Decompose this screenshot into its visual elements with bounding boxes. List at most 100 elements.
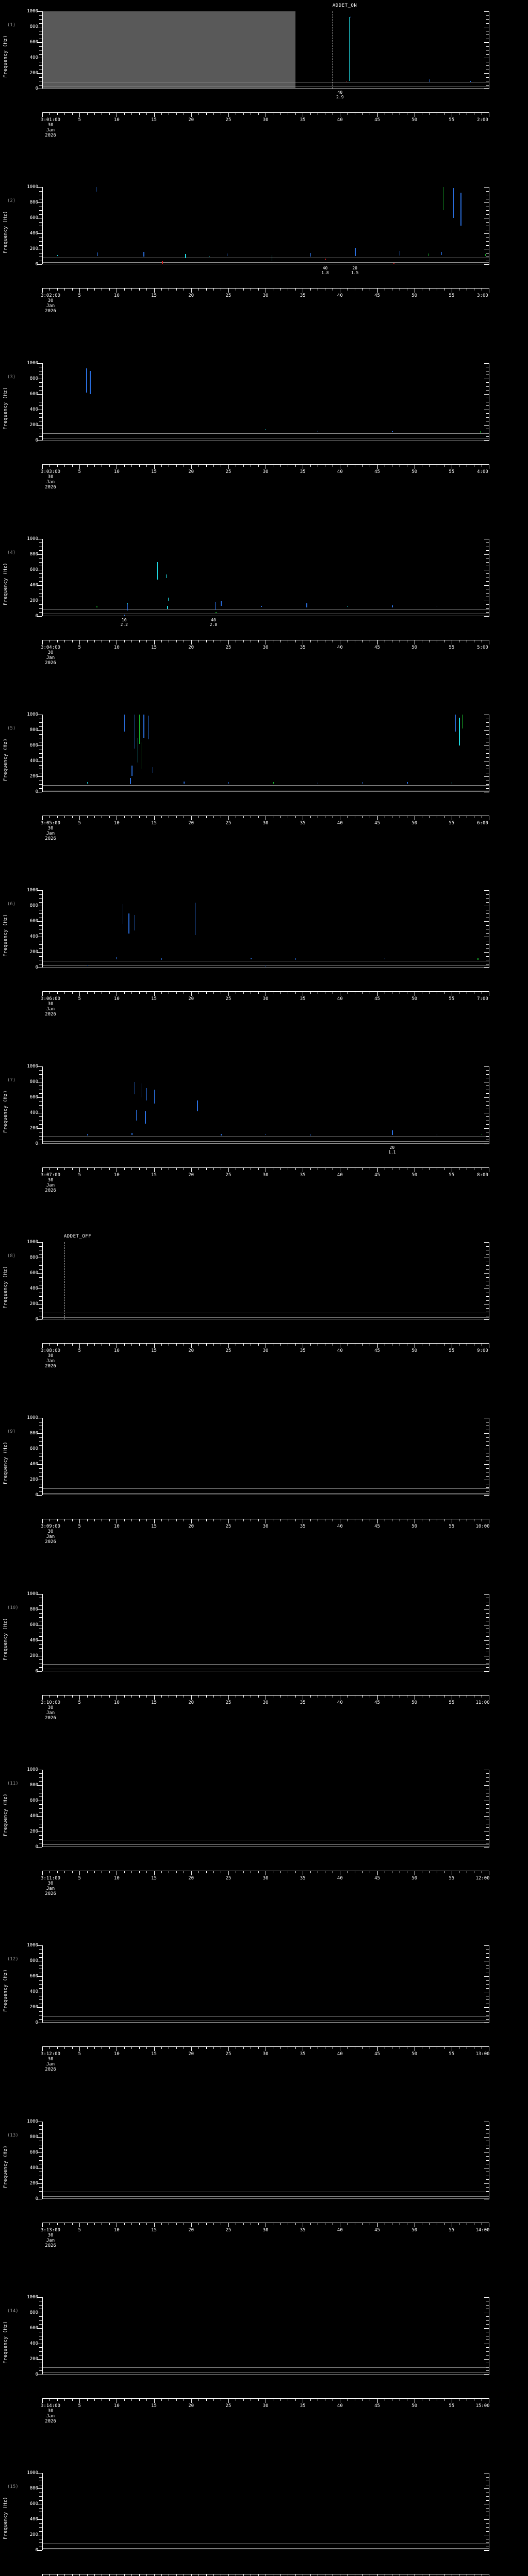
y-tick-right (484, 394, 489, 395)
x-tick (258, 816, 259, 819)
y-tick-right (486, 2019, 489, 2020)
data-trace (131, 1132, 133, 1136)
x-tick (243, 112, 244, 115)
x-tick (243, 288, 244, 291)
value-annotation: 20 1.5 (351, 266, 359, 276)
y-tick-right (486, 2531, 489, 2532)
x-tick-label: 20 (188, 2227, 194, 2233)
y-tick-right (484, 1433, 489, 1434)
x-tick (64, 1870, 65, 1873)
y-tick-right (486, 2129, 489, 2130)
x-tick (206, 2046, 207, 2049)
y-tick (39, 2527, 42, 2528)
y-tick (37, 2007, 42, 2008)
y-tick (39, 2500, 42, 2501)
x-tick-label: 15 (151, 1524, 157, 1530)
x-tick (243, 1870, 244, 1873)
y-tick (39, 1659, 42, 1660)
x-tick-label: 15 (151, 293, 157, 299)
y-tick-right (486, 210, 489, 211)
y-tick (39, 2125, 42, 2126)
x-tick (213, 1870, 214, 1873)
x-tick (146, 112, 147, 115)
x-tick-label-start: 3:14:00 (41, 2403, 60, 2409)
x-tick (295, 2398, 296, 2401)
data-trace (310, 1134, 311, 1136)
x-tick (131, 2574, 133, 2576)
x-tick (176, 112, 177, 115)
y-tick-right (486, 581, 489, 582)
x-tick-label-start: 3:02:00 (41, 293, 60, 299)
x-tick (295, 639, 296, 642)
y-tick (39, 1476, 42, 1477)
x-tick-label: 30 (262, 1172, 269, 1178)
x-tick (94, 464, 95, 467)
x-tick (310, 112, 311, 115)
y-axis-line (42, 538, 43, 616)
x-tick (139, 288, 140, 291)
y-axis-title: Frequency (Hz) (3, 914, 8, 957)
y-tick-right (486, 956, 489, 957)
x-tick (131, 112, 133, 115)
x-tick (109, 2574, 110, 2576)
x-tick (139, 1694, 140, 1698)
y-tick (39, 913, 42, 914)
y-tick-label: 800 (29, 1958, 38, 1964)
x-tick (377, 1870, 378, 1875)
y-tick-right (484, 1273, 489, 1274)
y-tick-right (486, 925, 489, 926)
x-tick-label: 25 (225, 1524, 232, 1530)
y-tick-right (486, 2187, 489, 2188)
x-tick-label-start: 3:07:00 (41, 1172, 60, 1178)
x-tick (310, 1694, 311, 1698)
y-tick (39, 604, 42, 605)
x-tick (295, 1694, 296, 1698)
plot-area (42, 1418, 489, 1496)
panel-number-label: (8) (7, 1253, 16, 1259)
x-tick-label-start: 3:10:00 (41, 1700, 60, 1705)
x-tick (42, 1167, 43, 1172)
y-tick-right (484, 2488, 489, 2489)
x-tick (206, 2398, 207, 2401)
y-tick-right (484, 1097, 489, 1098)
y-tick-label: 0 (35, 965, 38, 971)
x-tick (64, 112, 65, 115)
y-tick-right (484, 1242, 489, 1243)
x-tick (280, 639, 281, 642)
x-tick (57, 2222, 58, 2225)
x-tick (243, 991, 244, 994)
x-tick-label: 15 (151, 1348, 157, 1354)
x-tick (154, 2222, 155, 2227)
plot-area (42, 1594, 489, 1671)
x-tick (79, 2046, 80, 2052)
plot-area (42, 2297, 489, 2375)
x-tick-label: 10 (113, 293, 120, 299)
y-tick (39, 2019, 42, 2020)
y-tick-label: 600 (29, 1622, 38, 1628)
x-tick (377, 288, 378, 293)
x-tick (124, 112, 125, 115)
y-tick (37, 1785, 42, 1786)
x-tick (228, 1870, 229, 1875)
data-trace (462, 715, 463, 729)
x-tick (64, 1343, 65, 1346)
y-tick-right (484, 2550, 489, 2551)
x-tick (243, 464, 244, 467)
y-tick-right (484, 890, 489, 891)
y-tick-right (484, 2297, 489, 2298)
x-tick (72, 2398, 73, 2401)
y-tick (39, 753, 42, 754)
x-tick-label: 25 (225, 2052, 232, 2057)
x-tick (206, 112, 207, 115)
x-tick (87, 991, 88, 994)
x-tick (377, 816, 378, 821)
x-tick-label: 40 (337, 469, 343, 474)
y-tick-label: 400 (29, 2341, 38, 2346)
y-tick-right (484, 745, 489, 747)
x-tick (42, 639, 43, 645)
x-tick (87, 1870, 88, 1873)
x-tick-label: 15 (151, 469, 157, 474)
x-tick (146, 1167, 147, 1170)
y-tick (39, 1105, 42, 1106)
x-tick (213, 1519, 214, 1522)
